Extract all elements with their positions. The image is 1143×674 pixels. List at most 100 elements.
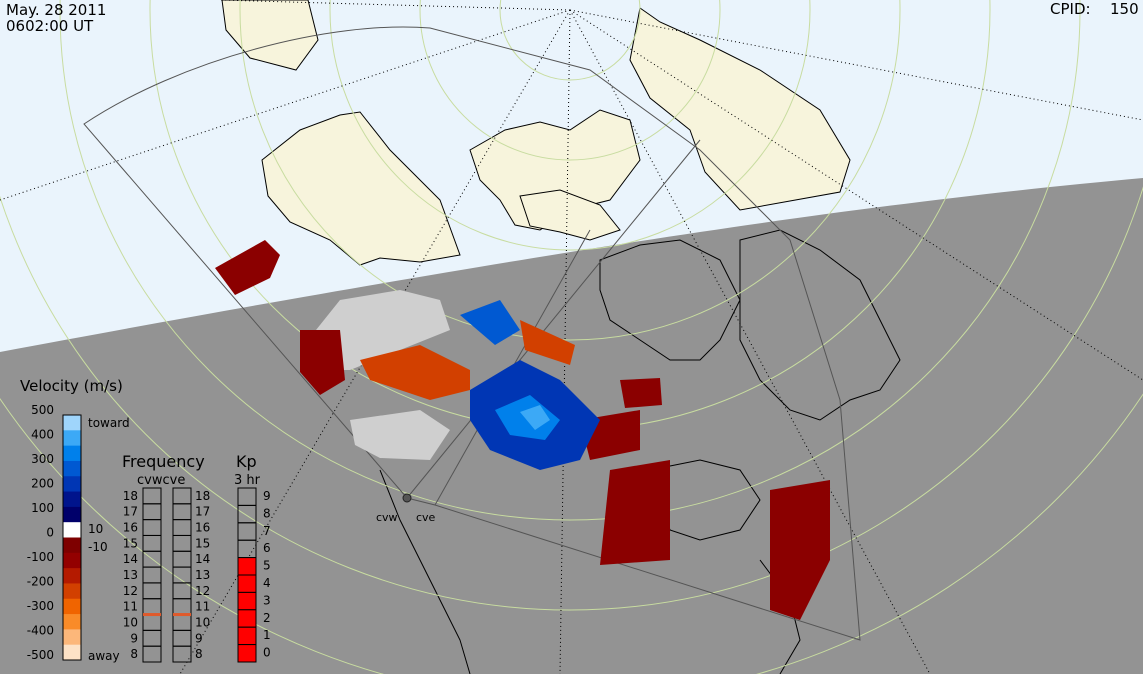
zero-minus-label: -10 — [88, 540, 108, 554]
velocity-tick-label: -300 — [27, 599, 54, 613]
frequency-cell — [142, 519, 162, 536]
frequency-tick-left: 13 — [123, 568, 138, 582]
frequency-tick-left: 16 — [123, 521, 138, 535]
velocity-color-swatch — [63, 537, 81, 554]
frequency-cell — [172, 534, 192, 552]
frequency-tick-right: 9 — [195, 631, 203, 645]
frequency-tick-right: 14 — [195, 552, 210, 566]
frequency-cell — [142, 534, 162, 552]
frequency-tick-right: 17 — [195, 505, 210, 519]
frequency-cell — [142, 598, 162, 616]
kp-tick-label: 1 — [263, 628, 271, 642]
velocity-color-swatch — [63, 598, 81, 615]
velocity-tick-label: 0 — [46, 526, 54, 540]
kp-tick-label: 0 — [263, 646, 271, 660]
nightside-coastlines — [379, 229, 901, 674]
kp-tick-label: 8 — [263, 506, 271, 520]
velocity-colorbar — [62, 414, 82, 661]
velocity-color-swatch — [63, 522, 81, 538]
frequency-cell — [172, 614, 192, 631]
time-label: 0602:00 UT — [6, 17, 94, 35]
frequency-tick-left: 15 — [123, 536, 138, 550]
velocity-color-swatch — [63, 415, 81, 431]
frequency-tick-left: 12 — [123, 584, 138, 598]
frequency-marker-cvw — [143, 613, 161, 617]
frequency-title: Frequency — [122, 452, 205, 471]
frequency-subtitle: cvwcve — [137, 473, 185, 488]
frequency-cell — [142, 645, 162, 663]
velocity-color-swatch — [63, 476, 81, 493]
frequency-tick-left: 18 — [123, 489, 138, 503]
velocity-color-swatch — [63, 491, 81, 508]
velocity-color-swatch — [63, 568, 81, 584]
frequency-tick-right: 8 — [195, 647, 203, 661]
toward-label: toward — [88, 416, 130, 430]
velocity-tick-label: 500 — [31, 403, 54, 417]
velocity-color-swatch — [63, 506, 81, 523]
velocity-tick-label: 200 — [31, 477, 54, 491]
kp-tick-label: 2 — [263, 611, 271, 625]
frequency-bar-cve — [172, 487, 192, 663]
velocity-color-swatch — [63, 460, 81, 477]
echo-away-strong — [360, 320, 575, 400]
kp-cell — [237, 487, 257, 506]
frequency-tick-right: 10 — [195, 615, 210, 629]
frequency-cell — [142, 487, 162, 505]
kp-tick-label: 5 — [263, 559, 271, 573]
frequency-tick-left: 10 — [123, 615, 138, 629]
velocity-legend: Velocity (m/s) 500 400 300 200 100 0 -100 -200 -… — [20, 377, 130, 663]
frequency-cell — [172, 629, 192, 647]
velocity-ticks: 500 400 300 200 100 0 -100 -200 -300 -400 -500 — [27, 403, 54, 662]
frequency-tick-right: 13 — [195, 568, 210, 582]
frequency-cell — [142, 503, 162, 521]
velocity-tick-label: 300 — [31, 452, 54, 466]
frequency-tick-right: 12 — [195, 584, 210, 598]
velocity-tick-label: -200 — [27, 575, 54, 589]
radar-label-cve: cve — [416, 511, 436, 524]
cpid-label: CPID: — [1050, 0, 1091, 18]
velocity-color-swatch — [63, 430, 81, 447]
frequency-tick-left: 9 — [130, 631, 138, 645]
kp-cell-filled — [237, 626, 257, 646]
kp-cell-filled — [237, 591, 257, 611]
frequency-tick-left: 14 — [123, 552, 138, 566]
kp-cell — [237, 522, 257, 541]
velocity-tick-label: -400 — [27, 624, 54, 638]
frequency-cell — [172, 503, 192, 521]
velocity-color-swatch — [63, 552, 81, 569]
frequency-cell — [142, 582, 162, 600]
radar-label-cvw: cvw — [376, 511, 398, 524]
cpid-value: 150 — [1110, 0, 1139, 18]
frequency-cell — [172, 487, 192, 505]
dayside-land — [221, 0, 851, 266]
velocity-title: Velocity (m/s) — [20, 377, 123, 395]
velocity-color-swatch — [63, 644, 81, 661]
frequency-tick-right: 11 — [195, 600, 210, 614]
frequency-cell — [172, 550, 192, 568]
date-label: May. 28 2011 — [6, 1, 107, 19]
velocity-tick-label: 400 — [31, 428, 54, 442]
frequency-tick-left: 17 — [123, 505, 138, 519]
velocity-color-swatch — [63, 629, 81, 646]
velocity-color-swatch — [63, 614, 81, 630]
velocity-tick-label: -500 — [27, 648, 54, 662]
velocity-colorbar-frame — [62, 414, 82, 661]
kp-tick-label: 7 — [263, 524, 271, 538]
frequency-marker-cve — [173, 613, 191, 617]
kp-legend: Kp 3 hr 9 8 7 6 5 4 3 2 1 0 — [234, 452, 271, 663]
kp-subtitle: 3 hr — [234, 473, 261, 488]
kp-tick-label: 9 — [263, 489, 271, 503]
kp-ticks: 9 8 7 6 5 4 3 2 1 0 — [263, 489, 271, 660]
frequency-tick-left: 8 — [130, 647, 138, 661]
velocity-color-swatch — [63, 583, 81, 600]
kp-bar — [237, 487, 257, 663]
frequency-tick-left: 11 — [123, 600, 138, 614]
echo-toward — [460, 300, 600, 470]
kp-cell-filled — [237, 644, 257, 663]
frequency-bar-cvw — [142, 487, 162, 663]
kp-tick-label: 4 — [263, 576, 271, 590]
